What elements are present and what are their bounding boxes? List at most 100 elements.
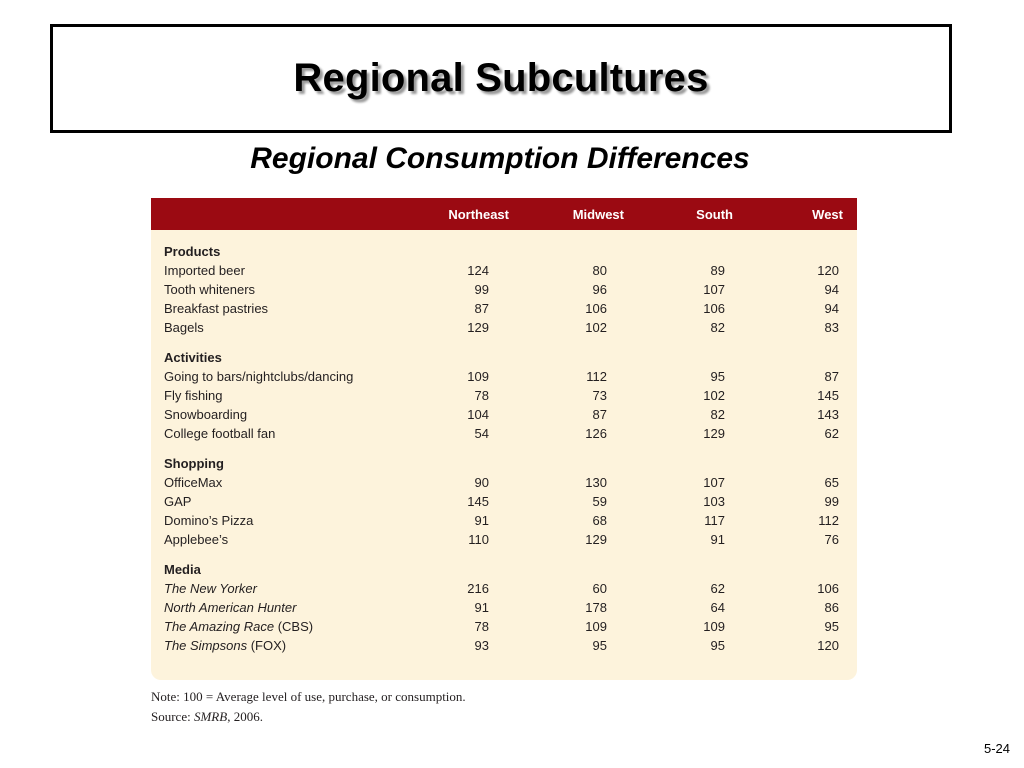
row-label-text: (FOX)	[247, 638, 287, 653]
cell-south: 64	[710, 600, 725, 615]
cell-south: 107	[703, 475, 725, 490]
cell-west: 76	[824, 532, 839, 547]
section-title: Media	[164, 562, 201, 577]
cell-midwest: 73	[592, 388, 607, 403]
cell-northeast: 109	[467, 369, 489, 384]
row-label: North American Hunter	[164, 598, 296, 617]
cell-midwest: 60	[592, 581, 607, 596]
row-label-text: (CBS)	[274, 619, 314, 634]
cell-northeast: 110	[468, 532, 489, 547]
table-row: Tooth whiteners 99 96 107 94	[151, 280, 857, 299]
cell-west: 83	[824, 320, 839, 335]
row-label: Breakfast pastries	[164, 299, 268, 318]
table-row: Bagels 129 102 82 83	[151, 318, 857, 337]
row-label-text: Going to bars/nightclubs/dancing	[164, 369, 354, 384]
cell-northeast: 104	[467, 407, 489, 422]
cell-south: 62	[710, 581, 725, 596]
source-suffix: , 2006.	[227, 709, 263, 724]
source-name: SMRB	[193, 709, 228, 724]
cell-midwest: 80	[592, 263, 607, 278]
row-label: Imported beer	[164, 261, 245, 280]
title-box: Regional Subcultures	[50, 24, 952, 133]
row-label: College football fan	[164, 424, 275, 443]
cell-south: 103	[703, 494, 725, 509]
table-row: Breakfast pastries 87 106 106 94	[151, 299, 857, 318]
cell-northeast: 87	[474, 301, 489, 316]
cell-west: 120	[817, 263, 839, 278]
row-label-text: College football fan	[164, 426, 276, 441]
section-gap	[151, 337, 857, 348]
cell-northeast: 78	[474, 619, 489, 634]
cell-midwest: 130	[585, 475, 607, 490]
row-label-text: Breakfast pastries	[164, 301, 269, 316]
row-label-text: Applebee’s	[164, 532, 229, 547]
cell-midwest: 109	[585, 619, 607, 634]
cell-west: 95	[824, 619, 839, 634]
table-row: Imported beer 124 80 89 120	[151, 261, 857, 280]
table-note: Note: 100 = Average level of use, purcha…	[151, 689, 466, 704]
cell-south: 95	[710, 369, 725, 384]
row-label: Domino’s Pizza	[164, 511, 253, 530]
cell-south: 109	[703, 619, 725, 634]
slide-number: 5-24	[983, 741, 1010, 756]
row-label-italic: The Amazing Race	[164, 619, 275, 634]
cell-west: 143	[817, 407, 839, 422]
table-row: Domino’s Pizza 91 68 117 112	[151, 511, 857, 530]
cell-south: 107	[703, 282, 725, 297]
section-gap	[151, 443, 857, 454]
cell-northeast: 90	[474, 475, 489, 490]
table-row: Applebee’s 110 129 91 76	[151, 530, 857, 549]
cell-south: 117	[704, 513, 725, 528]
cell-south: 89	[710, 263, 725, 278]
cell-south: 82	[710, 320, 725, 335]
cell-west: 87	[824, 369, 839, 384]
row-label-text: Imported beer	[164, 263, 245, 278]
table-row: The New Yorker 216 60 62 106	[151, 579, 857, 598]
cell-midwest: 178	[585, 600, 607, 615]
cell-northeast: 99	[474, 282, 489, 297]
cell-south: 102	[703, 388, 725, 403]
cell-northeast: 216	[467, 581, 489, 596]
cell-midwest: 68	[592, 513, 607, 528]
row-label: GAP	[164, 492, 191, 511]
consumption-table: Northeast Midwest South West Products Imp…	[151, 198, 857, 680]
row-label: The Simpsons (FOX)	[164, 636, 286, 655]
cell-west: 62	[824, 426, 839, 441]
row-label-italic: The New Yorker	[164, 581, 257, 596]
cell-midwest: 59	[592, 494, 607, 509]
cell-south: 91	[710, 532, 725, 547]
row-label-text: Snowboarding	[164, 407, 248, 422]
slide-subtitle: Regional Consumption Differences	[250, 142, 750, 175]
row-label-italic: The Simpsons	[164, 638, 248, 653]
row-label-text: GAP	[164, 494, 192, 509]
table-row: North American Hunter 91 178 64 86	[151, 598, 857, 617]
cell-midwest: 106	[585, 301, 607, 316]
table-header: Northeast Midwest South West	[151, 198, 857, 230]
cell-midwest: 87	[592, 407, 607, 422]
cell-west: 65	[824, 475, 839, 490]
table-row: Going to bars/nightclubs/dancing 109 112 95…	[151, 367, 857, 386]
cell-west: 94	[824, 301, 839, 316]
row-label: OfficeMax	[164, 473, 222, 492]
table-row: College football fan 54 126 129 62	[151, 424, 857, 443]
row-label-text: Bagels	[164, 320, 204, 335]
row-label-text: Tooth whiteners	[164, 282, 256, 297]
row-label: The New Yorker	[164, 579, 257, 598]
table-row: GAP 145 59 103 99	[151, 492, 857, 511]
cell-west: 112	[818, 513, 839, 528]
cell-west: 106	[817, 581, 839, 596]
cell-south: 129	[703, 426, 725, 441]
table-source: Source: SMRB, 2006.	[151, 709, 263, 725]
cell-northeast: 129	[467, 320, 489, 335]
row-label: The Amazing Race (CBS)	[164, 617, 313, 636]
row-label-italic: North American Hunter	[164, 600, 297, 615]
cell-west: 145	[817, 388, 839, 403]
column-header-northeast: Northeast	[448, 207, 509, 222]
cell-midwest: 126	[585, 426, 607, 441]
section-title: Activities	[164, 350, 222, 365]
cell-northeast: 91	[474, 513, 489, 528]
table-row: Fly fishing 78 73 102 145	[151, 386, 857, 405]
table-row: The Amazing Race (CBS) 78 109 109 95	[151, 617, 857, 636]
table-body: Products Imported beer 124 80 89 120 Tooth whi…	[151, 242, 857, 655]
row-label: Bagels	[164, 318, 204, 337]
